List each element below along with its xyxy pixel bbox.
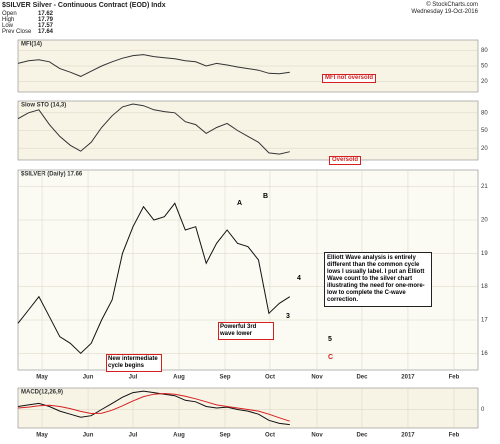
- x-tick-label: Oct: [265, 375, 275, 381]
- chart-title: $SILVER Silver - Continuous Contract (EO…: [2, 2, 166, 9]
- x-tick-label: Oct: [265, 433, 275, 439]
- x-tick-label: Aug: [173, 433, 185, 439]
- annotation: A: [237, 200, 243, 207]
- quote-label: Prev Close: [2, 29, 32, 35]
- x-tick-label: Feb: [449, 433, 460, 439]
- panel-title: $SILVER (Daily) 17.66: [21, 172, 83, 178]
- annotation: C: [328, 354, 334, 361]
- series-line: [17, 392, 290, 422]
- annotation: 4: [297, 275, 301, 282]
- quote-row: High 17.79: [2, 17, 53, 23]
- source: © StockCharts.com: [426, 2, 478, 8]
- x-tick-label: Jul: [129, 375, 138, 381]
- y-tick-label: 17: [481, 318, 488, 324]
- quote-table: Open 17.62 High 17.79 Low 17.57 Prev Close 17.6…: [2, 11, 53, 35]
- x-tick-label: Jun: [83, 433, 94, 439]
- date: Wednesday 19-Oct-2016: [411, 9, 478, 15]
- y-tick-label: 50: [481, 64, 488, 70]
- x-tick-label: Aug: [173, 375, 185, 381]
- panel-title: MFI(14): [21, 42, 42, 48]
- series-line: [17, 54, 290, 77]
- annotation: Oversold: [329, 156, 362, 165]
- y-tick-label: 0: [481, 407, 485, 413]
- y-tick-label: 20: [481, 218, 488, 224]
- x-tick-label: Jul: [129, 433, 138, 439]
- y-tick-label: 80: [481, 110, 488, 116]
- quote-row: Open 17.62: [2, 11, 53, 17]
- series-line: [17, 202, 291, 354]
- quote-label: High: [2, 17, 15, 23]
- x-tick-label: Dec: [356, 375, 368, 381]
- y-tick-label: 18: [481, 284, 488, 290]
- x-tick-label: Nov: [311, 375, 323, 381]
- x-tick-label: May: [36, 433, 48, 439]
- annotation: Elliott Wave analysis is entirely differ…: [324, 252, 432, 307]
- annotation: B: [263, 193, 269, 200]
- x-tick-label: Feb: [449, 375, 460, 381]
- annotation: 3: [286, 313, 290, 320]
- x-tick-label: 2017: [401, 375, 415, 381]
- y-tick-label: 20: [481, 146, 488, 152]
- x-tick-label: Jun: [83, 375, 94, 381]
- panel: [17, 387, 479, 429]
- y-tick-label: 50: [481, 128, 488, 134]
- y-tick-label: 21: [481, 184, 488, 190]
- quote-value: 17.79: [38, 17, 54, 23]
- quote-label: Low: [2, 23, 14, 29]
- x-tick-label: Nov: [311, 433, 323, 439]
- x-tick-label: 2017: [401, 433, 415, 439]
- annotation: New intermediate cycle begins: [106, 354, 162, 372]
- series-line: [17, 390, 290, 426]
- panel-title: Slow STO (14,3): [21, 103, 66, 109]
- y-tick-label: 80: [481, 48, 488, 54]
- series-line: [17, 103, 290, 155]
- quote-row: Low 17.57: [2, 23, 53, 29]
- x-tick-label: Sep: [219, 433, 230, 439]
- annotation: MFI not oversold: [322, 74, 376, 83]
- annotation: 5: [328, 336, 332, 343]
- y-tick-label: 16: [481, 351, 488, 357]
- quote-value: 17.57: [38, 23, 54, 29]
- y-tick-label: 20: [481, 79, 488, 85]
- x-tick-label: Sep: [219, 375, 230, 381]
- annotation: Powerful 3rd wave lower: [218, 322, 274, 340]
- quote-value: 17.62: [38, 11, 54, 17]
- x-tick-label: May: [36, 375, 48, 381]
- quote-value: 17.64: [38, 29, 54, 35]
- y-tick-label: 19: [481, 251, 488, 257]
- quote-label: Open: [2, 11, 17, 17]
- quote-row: Prev Close 17.64: [2, 29, 53, 35]
- x-tick-label: Dec: [356, 433, 368, 439]
